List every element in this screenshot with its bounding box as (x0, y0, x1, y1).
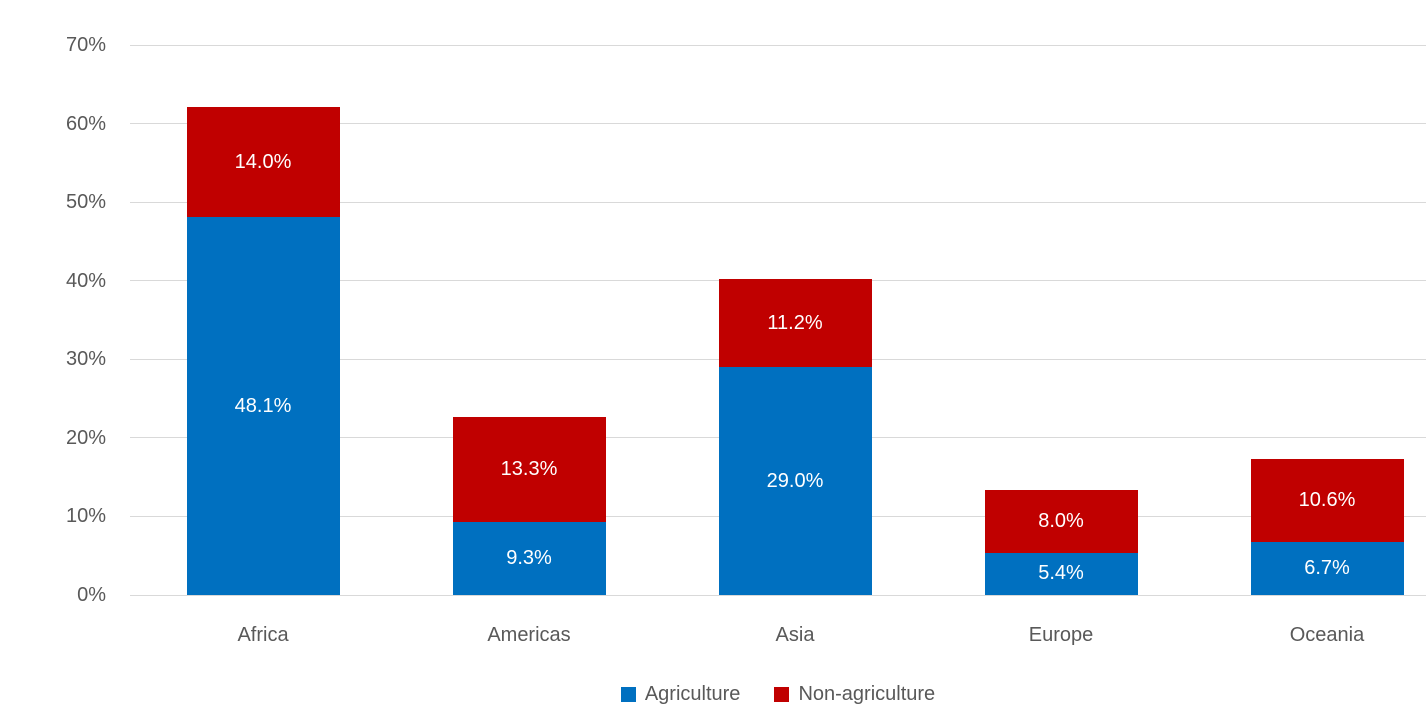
y-axis-tick-label: 10% (65, 505, 106, 528)
y-axis-tick-label: 60% (65, 112, 106, 135)
gridline (130, 594, 1426, 596)
bar-segment-asia-non-agriculture: 11.2% (718, 279, 872, 368)
data-label: 13.3% (500, 458, 558, 481)
bar-segment-europe-non-agriculture: 8.0% (984, 489, 1138, 553)
legend: Agriculture Non-agriculture (130, 680, 1426, 708)
bar-segment-oceania-agriculture: 6.7% (1250, 542, 1404, 595)
legend-swatch-non-agriculture (774, 686, 790, 702)
data-label: 6.7% (1304, 557, 1350, 580)
legend-item-non-agriculture: Non-agriculture (774, 683, 935, 706)
data-label: 9.3% (506, 546, 552, 569)
data-label: 11.2% (767, 311, 823, 334)
data-label: 5.4% (1038, 562, 1084, 585)
y-axis-tick-label: 20% (65, 426, 106, 449)
legend-item-agriculture: Agriculture (620, 682, 741, 706)
bar-segment-asia-agriculture: 29.0% (718, 367, 872, 595)
data-label: 29.0% (766, 469, 824, 492)
bar-segment-oceania-non-agriculture: 10.6% (1250, 459, 1404, 543)
gridline (130, 123, 1426, 125)
gridline (130, 44, 1426, 46)
y-axis-tick-label: 50% (65, 191, 106, 214)
bar-segment-americas-non-agriculture: 13.3% (452, 417, 606, 522)
bar-segment-africa-non-agriculture: 14.0% (186, 107, 340, 218)
gridline (130, 201, 1426, 203)
bar-segment-americas-agriculture: 9.3% (452, 521, 606, 595)
bar-segment-africa-agriculture: 48.1% (186, 217, 340, 595)
legend-label: Agriculture (644, 682, 741, 705)
data-label: 48.1% (234, 394, 292, 417)
x-axis-label-africa: Africa (237, 624, 289, 646)
x-axis-label-europe: Europe (1028, 624, 1094, 646)
legend-swatch-agriculture (620, 686, 636, 702)
y-axis-tick-label: 70% (65, 34, 106, 56)
y-axis-tick-label: 40% (65, 269, 106, 292)
bar-segment-europe-agriculture: 5.4% (984, 552, 1138, 595)
y-axis-tick-label: 0% (77, 584, 106, 606)
x-axis-label-oceania: Oceania (1289, 624, 1365, 646)
x-axis-label-americas: Americas (487, 624, 571, 646)
x-axis-label-asia: Asia (775, 624, 815, 646)
legend-label: Non-agriculture (798, 682, 936, 705)
data-label: 8.0% (1038, 509, 1084, 532)
data-label: 10.6% (1298, 489, 1356, 512)
y-axis-tick-label: 30% (65, 348, 106, 371)
data-label: 14.0% (234, 150, 292, 173)
